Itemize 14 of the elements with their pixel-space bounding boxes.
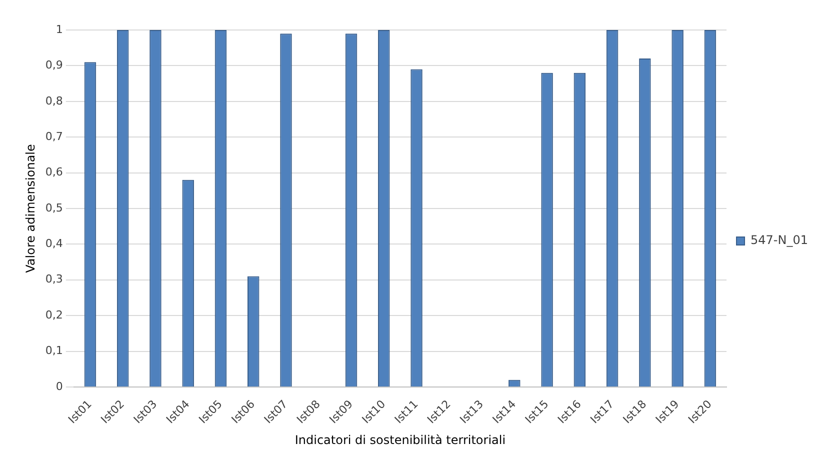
y-tick-label: 0,3 [45,272,63,286]
y-tick-label: 0,2 [45,308,63,322]
y-tick-label: 0 [56,380,63,393]
y-tick-label: 0,1 [45,344,63,358]
y-tick-label: 0,4 [45,237,63,250]
y-axis-title: Valore adimensionale [23,144,38,273]
y-tick-label: 0,5 [45,201,63,214]
y-tick-label: 1 [56,22,63,36]
y-tick-label: 0,8 [45,94,63,108]
legend-label: 547-N_01 [750,233,808,248]
x-axis-title: Indicatori di sostenibilità territoriali [294,432,506,447]
y-tick-label: 0,7 [45,130,63,143]
y-tick-label: 0,6 [45,166,63,179]
y-tick-label: 0,9 [45,58,63,72]
